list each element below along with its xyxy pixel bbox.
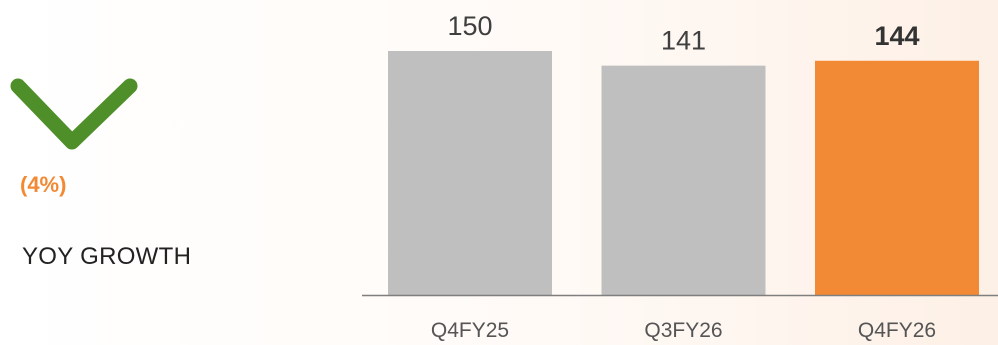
bar-q4fy26 — [815, 60, 979, 296]
x-tick-label: Q3FY26 — [644, 319, 722, 342]
chevron-down-icon — [10, 78, 138, 150]
bar-value-label: 144 — [874, 21, 919, 51]
x-tick-label: Q4FY26 — [858, 319, 936, 342]
bar-q3fy26 — [601, 65, 766, 295]
yoy-growth-value: (4%) — [20, 172, 67, 197]
yoy-growth-label: YOY GROWTH — [22, 243, 192, 270]
bar-value-label: 141 — [661, 26, 706, 56]
x-tick-label: Q4FY25 — [431, 319, 509, 342]
bar-value-label: 150 — [447, 11, 492, 41]
bar-q4fy25 — [388, 51, 552, 295]
